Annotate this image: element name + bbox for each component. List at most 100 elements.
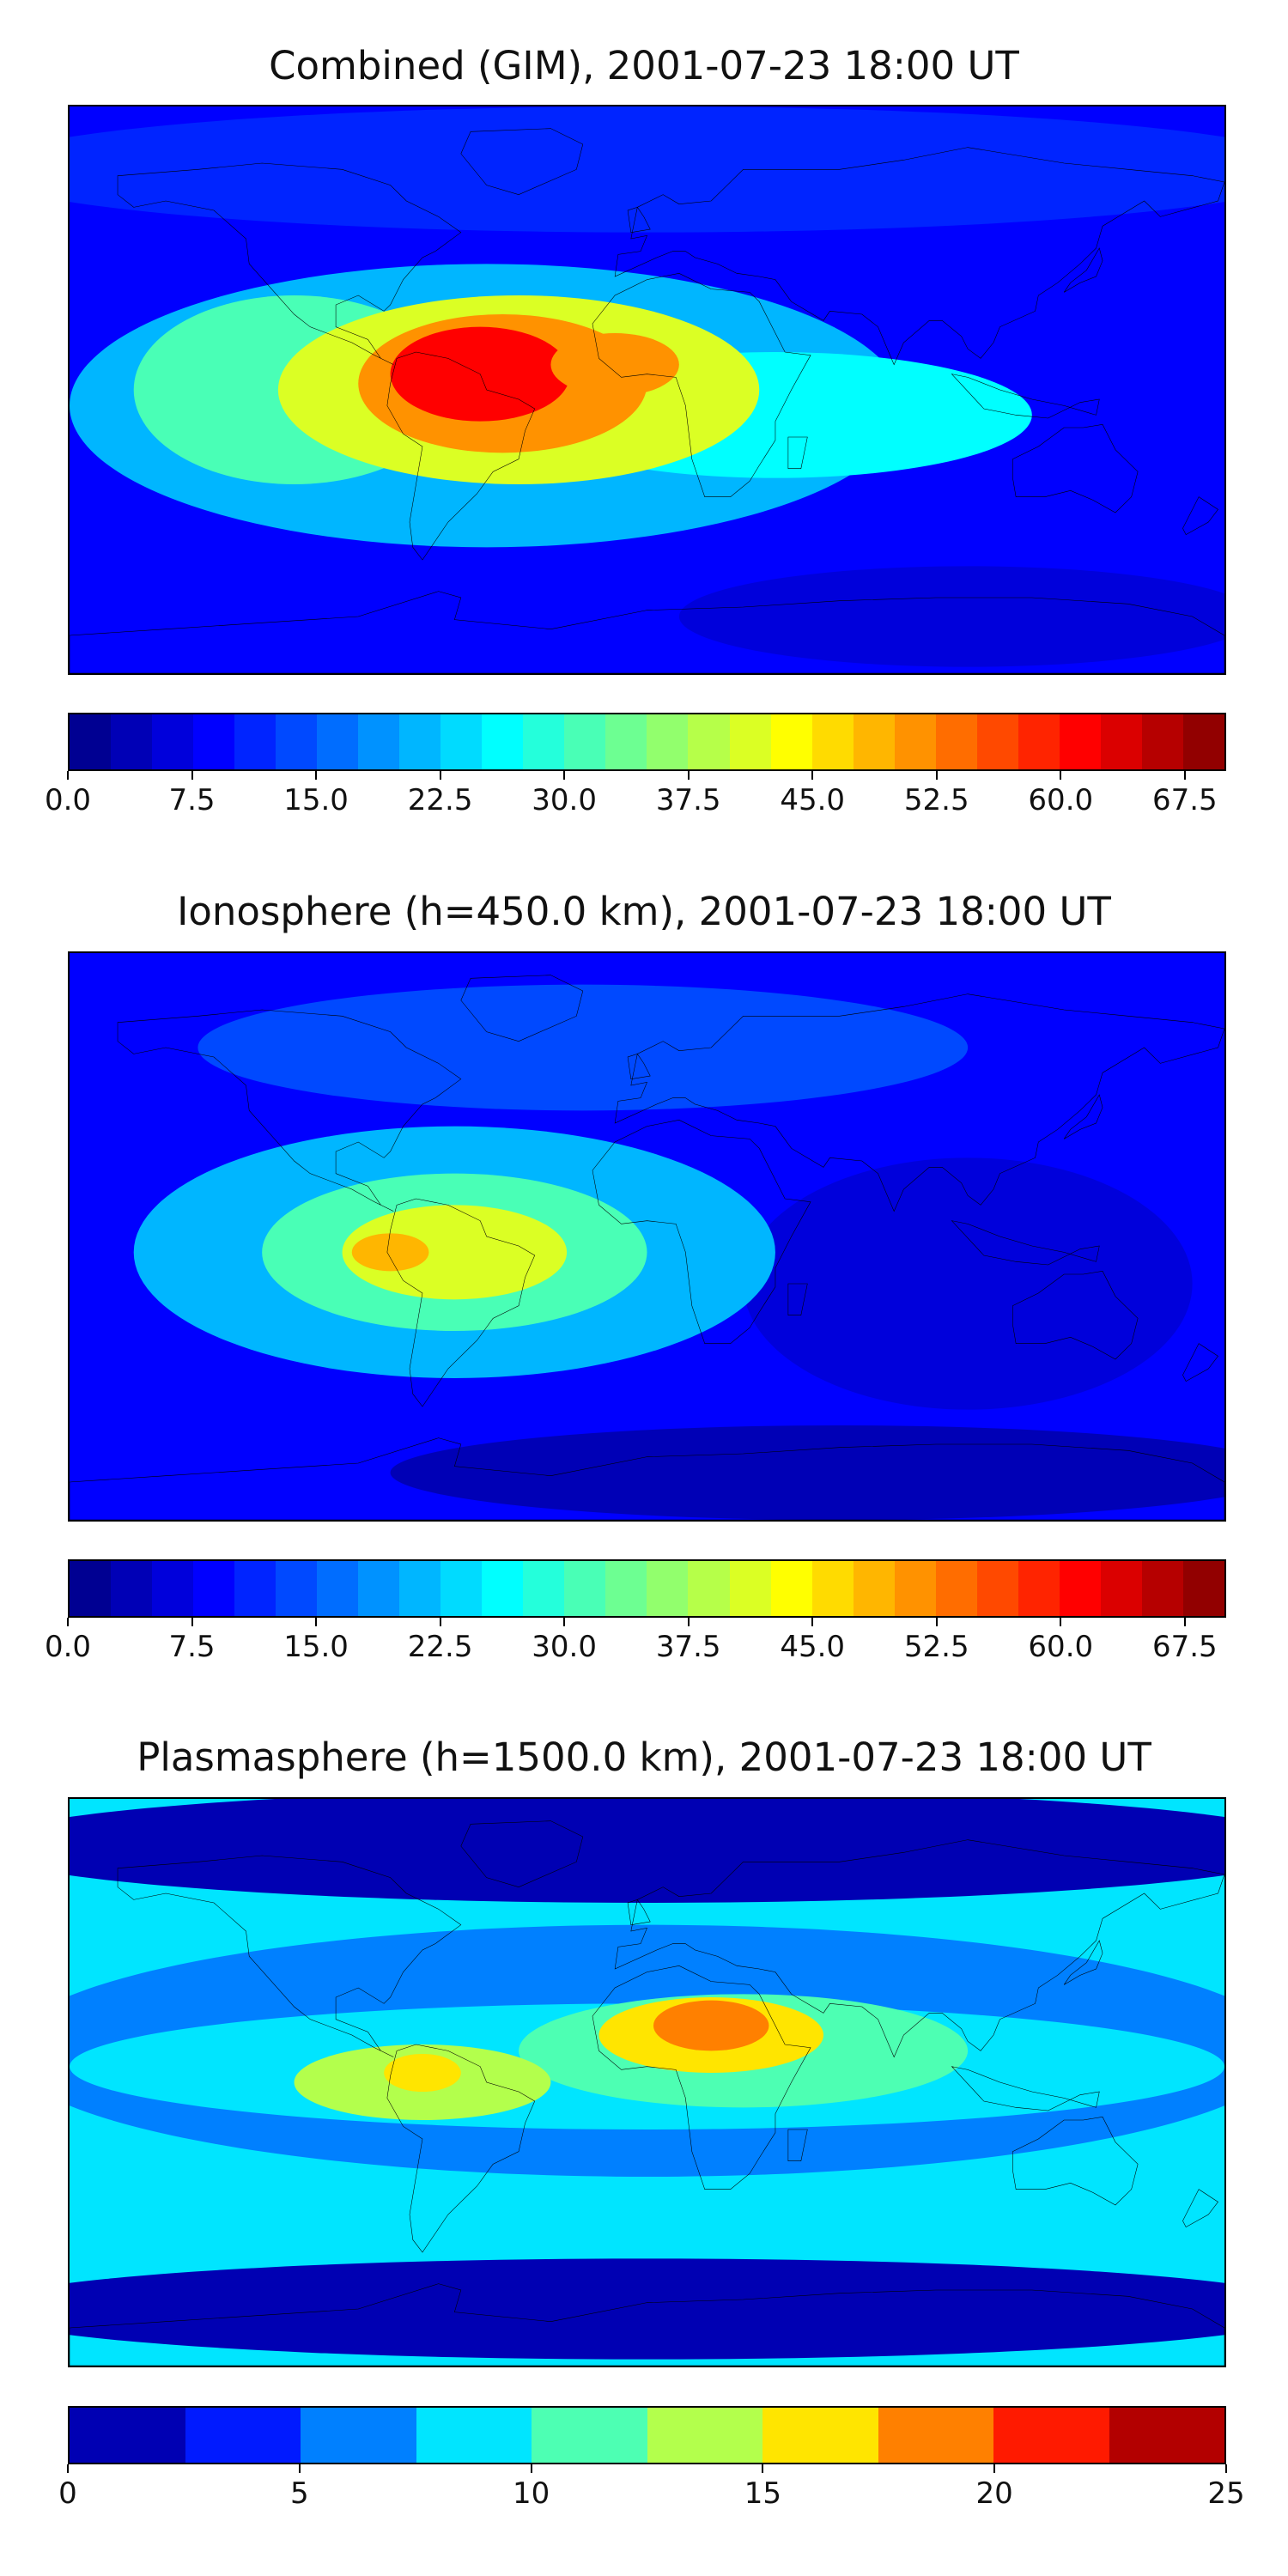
colorbar-segment: [935, 1561, 977, 1616]
colorbar-segment: [853, 714, 895, 769]
colorbar-tick: [1183, 1618, 1186, 1626]
colorbar-segment: [185, 2408, 301, 2463]
colorbar-tick: [439, 1618, 441, 1626]
coastline: [951, 1221, 1099, 1265]
colorbar-segment: [564, 714, 606, 769]
contour-region: [70, 106, 1224, 233]
colorbar-segment: [811, 714, 854, 769]
contour-region: [351, 1233, 429, 1272]
colorbar-segment: [688, 714, 730, 769]
colorbar-segment: [1109, 2408, 1224, 2463]
colorbar-segment: [152, 1561, 194, 1616]
coastline: [592, 273, 811, 496]
coastline: [70, 1438, 1224, 1520]
colorbar-tick-label: 37.5: [655, 783, 721, 817]
colorbar-tick-label: 7.5: [168, 783, 216, 817]
colorbar-segment: [358, 1561, 400, 1616]
map-svg-ionosphere: [70, 953, 1224, 1520]
colorbar-segment: [1182, 1561, 1224, 1616]
coastline: [788, 1284, 807, 1315]
map-combined: [68, 105, 1226, 675]
colorbar-segment: [440, 1561, 483, 1616]
colorbar-tick: [811, 771, 814, 780]
coastline: [118, 1010, 461, 1212]
colorbar-tick-label: 30.0: [532, 783, 597, 817]
colorbar-tick-label: 22.5: [407, 783, 473, 817]
colorbar-tick: [439, 771, 441, 780]
colorbar-segment: [193, 714, 235, 769]
coastline: [118, 1856, 461, 2057]
colorbar-tick-label: 15.0: [283, 1630, 349, 1664]
colorbar-segment: [111, 1561, 153, 1616]
colorbar-segment: [416, 2408, 532, 2463]
colorbar-tick: [67, 771, 69, 780]
colorbar-segment: [234, 1561, 276, 1616]
colorbar-tick-label: 45.0: [780, 1630, 846, 1664]
contour-region: [197, 984, 969, 1111]
colorbar-tick-label: 60.0: [1028, 1630, 1094, 1664]
panel-title-plasmasphere: Plasmasphere (h=1500.0 km), 2001-07-23 1…: [137, 1735, 1151, 1780]
colorbar-tick: [1060, 771, 1062, 780]
coastline: [118, 163, 461, 365]
coastline: [951, 374, 1099, 418]
colorbar-segment: [1141, 1561, 1183, 1616]
coastline: [1012, 2117, 1138, 2205]
colorbar-tick: [67, 2464, 69, 2473]
panel-title-ionosphere: Ionosphere (h=450.0 km), 2001-07-23 18:0…: [177, 889, 1111, 934]
colorbar-tick-label: 45.0: [780, 783, 846, 817]
colorbar-segment: [894, 714, 936, 769]
colorbar-ionosphere: [68, 1559, 1226, 1618]
coastline: [1182, 497, 1218, 535]
contour-region: [550, 333, 679, 397]
colorbar-segment: [399, 714, 441, 769]
map-ionosphere: [68, 951, 1226, 1522]
colorbar-segment: [440, 714, 483, 769]
colorbar-segment: [1018, 714, 1060, 769]
colorbar-segment: [276, 714, 318, 769]
colorbar-segment: [605, 714, 647, 769]
colorbar-segment: [70, 2408, 185, 2463]
colorbar-segment: [976, 1561, 1018, 1616]
colorbar-segment: [762, 2408, 878, 2463]
colorbar-segment: [1059, 714, 1101, 769]
colorbar-tick-label: 5: [289, 2476, 309, 2511]
coastline: [387, 2044, 535, 2252]
coastline: [70, 2284, 1224, 2366]
colorbar-segment: [70, 1561, 112, 1616]
coastline: [461, 1821, 583, 1887]
coastline: [387, 1199, 535, 1406]
contour-region: [653, 2000, 769, 2051]
coastline: [1064, 1941, 1103, 1984]
colorbar-tick: [298, 2464, 301, 2473]
colorbar-segment: [647, 1561, 689, 1616]
colorbar-tick: [1183, 771, 1186, 780]
contour-region: [678, 566, 1224, 667]
colorbar-segment: [1100, 714, 1142, 769]
colorbar-segment: [729, 1561, 771, 1616]
colorbar-segment: [688, 1561, 730, 1616]
colorbar-segment: [770, 1561, 812, 1616]
map-svg-combined: [70, 106, 1224, 673]
colorbar-tick: [530, 2464, 532, 2473]
colorbar-segment: [317, 1561, 359, 1616]
coastline: [615, 148, 1224, 365]
colorbar-segment: [1141, 714, 1183, 769]
coastline: [1012, 1271, 1138, 1359]
colorbar-tick-label: 67.5: [1151, 783, 1218, 817]
colorbar-segment: [111, 714, 153, 769]
colorbar-segment: [976, 714, 1018, 769]
colorbar-segment: [317, 714, 359, 769]
map-plasmasphere: [68, 1797, 1226, 2367]
coastline: [592, 1965, 811, 2189]
contour-region: [342, 1205, 568, 1300]
coastline: [951, 2067, 1099, 2111]
colorbar-segment: [647, 714, 689, 769]
colorbar-tick: [993, 2464, 996, 2473]
colorbar-tick: [67, 1618, 69, 1626]
coastline: [70, 592, 1224, 673]
colorbar-tick: [191, 771, 193, 780]
colorbar-segment: [532, 2408, 647, 2463]
colorbar-tick-label: 10: [512, 2476, 550, 2511]
colorbar-tick-label: 52.5: [903, 1630, 969, 1664]
colorbar-segment: [878, 2408, 993, 2463]
